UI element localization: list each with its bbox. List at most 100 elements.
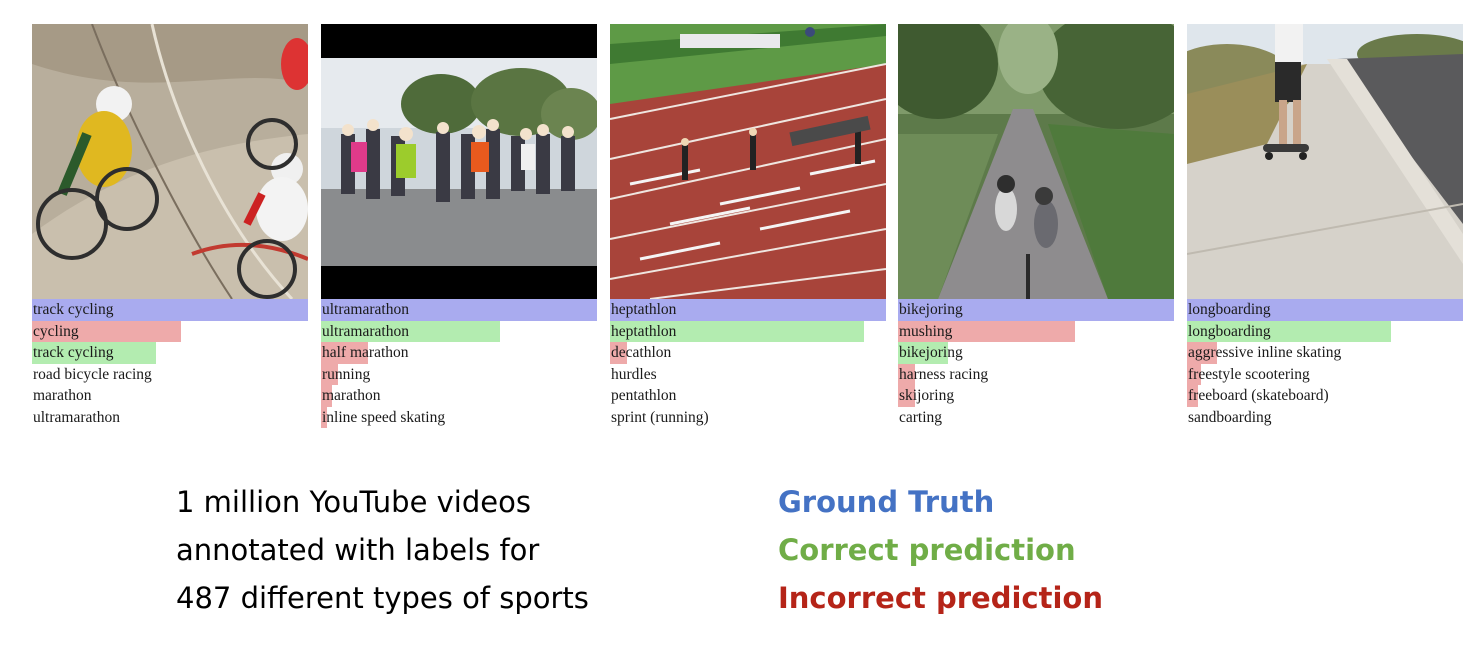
label-text: aggressive inline skating xyxy=(1188,344,1342,361)
label-text: road bicycle racing xyxy=(33,365,152,383)
caption-line: 487 different types of sports xyxy=(176,581,589,615)
label-row: freestyle scootering xyxy=(1187,363,1463,385)
prediction-list: longboarding longboarding aggressive inl… xyxy=(1187,299,1463,428)
score-bar xyxy=(1187,299,1463,321)
score-bar xyxy=(898,342,948,364)
label-row: carting xyxy=(898,407,1174,429)
score-bar xyxy=(1187,363,1201,385)
label-row: longboarding xyxy=(1187,299,1463,321)
label-row: running xyxy=(321,363,597,385)
label-row: sandboarding xyxy=(1187,407,1463,429)
label-row: bikejoring xyxy=(898,342,1174,364)
label-text: marathon xyxy=(33,387,92,404)
label-text: cycling xyxy=(33,322,79,340)
video-thumbnail-track-cycling xyxy=(32,24,308,299)
label-row: track cycling xyxy=(32,342,308,364)
prediction-list: track cycling cycling track cycling road… xyxy=(32,299,308,428)
score-bar xyxy=(1187,342,1218,364)
video-thumbnail-hurdles xyxy=(610,24,886,299)
label-text: skijoring xyxy=(899,387,955,404)
prediction-list: heptathlon heptathlon decathlon hurdles … xyxy=(610,299,886,428)
label-text: decathlon xyxy=(611,344,672,361)
label-row: ultramarathon xyxy=(32,407,308,429)
video-thumbnail-longboarding xyxy=(1187,24,1463,299)
label-text: freeboard (skateboard) xyxy=(1188,387,1329,404)
label-row: ultramarathon xyxy=(321,320,597,342)
caption-line: annotated with labels for xyxy=(176,533,540,567)
label-row: track cycling xyxy=(32,299,308,321)
label-row: heptathlon xyxy=(610,320,886,342)
score-bar xyxy=(321,320,501,342)
label-text: inline speed skating xyxy=(322,408,446,426)
color-legend: Ground Truth Correct prediction Incorrec… xyxy=(778,478,1103,622)
label-text: track cycling xyxy=(33,301,114,318)
score-bar xyxy=(1187,320,1392,342)
score-bar xyxy=(32,299,308,321)
prediction-list: ultramarathon ultramarathon half maratho… xyxy=(321,299,597,428)
label-row: half marathon xyxy=(321,342,597,364)
label-text: ultramarathon xyxy=(322,301,409,318)
label-row: pentathlon xyxy=(610,385,886,407)
label-row: ultramarathon xyxy=(321,299,597,321)
label-row: road bicycle racing xyxy=(32,364,308,386)
label-text: harness racing xyxy=(899,365,989,383)
label-row: bikejoring xyxy=(898,299,1174,321)
label-text: mushing xyxy=(899,322,953,340)
example-panel-2: ultramarathon ultramarathon half maratho… xyxy=(321,24,597,428)
label-row: heptathlon xyxy=(610,299,886,321)
label-text: sandboarding xyxy=(1188,408,1272,426)
score-bar xyxy=(321,385,333,407)
label-row: aggressive inline skating xyxy=(1187,342,1463,364)
score-bar xyxy=(610,299,886,321)
score-bar xyxy=(898,320,1075,342)
example-panel-3: heptathlon heptathlon decathlon hurdles … xyxy=(610,24,886,428)
legend-incorrect-prediction: Incorrect prediction xyxy=(778,581,1103,615)
score-bar xyxy=(610,342,627,364)
label-row: hurdles xyxy=(610,364,886,386)
label-row: inline speed skating xyxy=(321,406,597,428)
score-bar xyxy=(321,299,597,321)
example-panel-1: track cycling cycling track cycling road… xyxy=(32,24,308,428)
label-row: longboarding xyxy=(1187,320,1463,342)
label-text: longboarding xyxy=(1188,322,1271,340)
label-row: freeboard (skateboard) xyxy=(1187,385,1463,407)
score-bar xyxy=(898,299,1174,321)
video-thumbnail-marathon xyxy=(321,24,597,299)
example-panel-4: bikejoring mushing bikejoring harness ra… xyxy=(898,24,1174,428)
label-text: heptathlon xyxy=(611,301,677,318)
legend-ground-truth: Ground Truth xyxy=(778,485,995,519)
label-text: running xyxy=(322,365,371,383)
dataset-caption: 1 million YouTube videos annotated with … xyxy=(176,478,589,622)
score-bar xyxy=(1187,385,1199,407)
video-thumbnail-dogs-trail xyxy=(898,24,1174,299)
label-row: mushing xyxy=(898,320,1174,342)
label-row: harness racing xyxy=(898,363,1174,385)
score-bar xyxy=(321,406,327,428)
label-text: marathon xyxy=(322,387,381,404)
legend-correct-prediction: Correct prediction xyxy=(778,533,1076,567)
label-text: freestyle scootering xyxy=(1188,365,1310,383)
label-text: heptathlon xyxy=(611,322,677,340)
label-text: half marathon xyxy=(322,344,409,361)
score-bar xyxy=(321,342,368,364)
label-text: hurdles xyxy=(611,365,657,383)
label-text: longboarding xyxy=(1188,301,1271,318)
score-bar xyxy=(898,363,915,385)
label-row: marathon xyxy=(32,385,308,407)
label-row: marathon xyxy=(321,385,597,407)
score-bar xyxy=(32,342,157,364)
caption-line: 1 million YouTube videos xyxy=(176,485,531,519)
label-row: sprint (running) xyxy=(610,407,886,429)
label-text: pentathlon xyxy=(611,387,677,404)
label-row: decathlon xyxy=(610,342,886,364)
prediction-list: bikejoring mushing bikejoring harness ra… xyxy=(898,299,1174,428)
example-panel-5: longboarding longboarding aggressive inl… xyxy=(1187,24,1463,428)
label-text: track cycling xyxy=(33,344,114,361)
label-text: carting xyxy=(899,408,943,426)
label-row: cycling xyxy=(32,320,308,342)
score-bar xyxy=(321,363,338,385)
score-bar xyxy=(32,320,182,342)
label-text: ultramarathon xyxy=(33,408,120,426)
score-bar xyxy=(610,320,864,342)
label-row: skijoring xyxy=(898,385,1174,407)
